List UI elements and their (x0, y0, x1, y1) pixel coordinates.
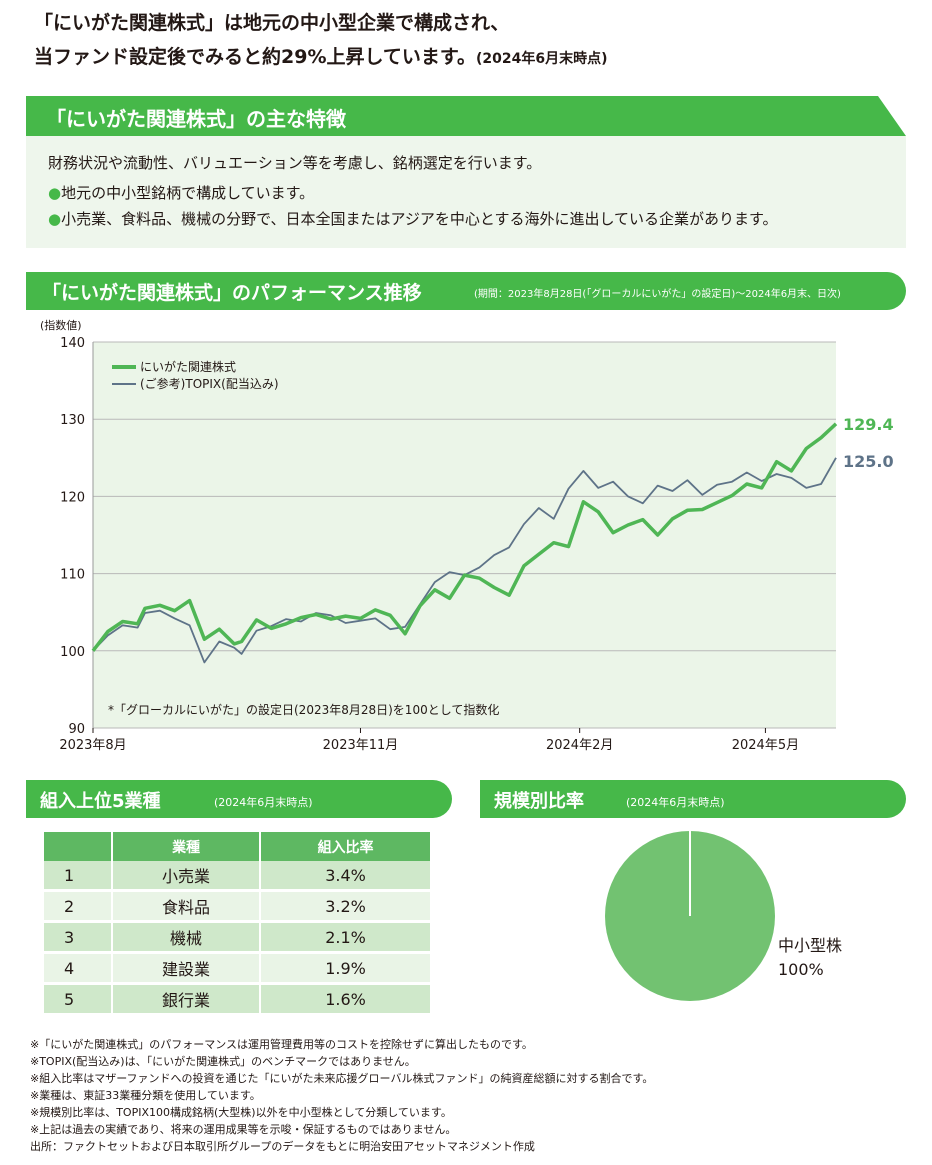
rank-cell: 2 (44, 890, 113, 923)
y-tick-label: 100 (60, 645, 85, 660)
industries-header: 組入上位5業種 (2024年6月末時点) (26, 780, 452, 818)
footnotes: ※「にいがた関連株式」のパフォーマンスは運用管理費用等のコストを控除せずに算出し… (30, 1036, 653, 1155)
footnote: ※TOPIX(配当込み)は、「にいがた関連株式」のベンチマークではありません。 (30, 1055, 416, 1068)
chart-note: *「グローカルにいがた」の設定日(2023年8月28日)を100として指数化 (108, 702, 499, 717)
industry-cell: 機械 (112, 921, 262, 954)
features-lead: 財務状況や流動性、バリュエーション等を考慮し、銘柄選定を行います。 (48, 154, 542, 172)
y-tick-label: 90 (68, 722, 85, 737)
industry-cell: 銀行業 (112, 983, 262, 1016)
y-tick-labels: 140 130 120 110 100 90 (60, 336, 85, 737)
rank-cell: 1 (44, 861, 113, 892)
header-ratio: 組入比率 (260, 832, 432, 861)
table-header-row: 業種 組入比率 (44, 832, 432, 861)
grid (92, 341, 836, 733)
footnote: ※業種は、東証33業種分類を使用しています。 (30, 1089, 261, 1102)
header-rank (44, 832, 113, 861)
x-tick-label: 2023年11月 (323, 738, 399, 753)
scale-title: 規模別比率 (494, 791, 584, 812)
bullet-icon: ● (48, 210, 62, 228)
features-bullet: ●地元の中小型銘柄で構成しています。 (48, 182, 314, 203)
footnote: 出所：ファクトセットおよび日本取引所グループのデータをもとに明治安田アセットマネ… (30, 1140, 535, 1153)
x-tick-label: 2024年5月 (732, 738, 799, 753)
x-tick-label: 2023年8月 (59, 738, 126, 753)
pie-label-name: 中小型株 (778, 936, 843, 955)
y-tick-label: 120 (60, 490, 85, 505)
scale-date-note: (2024年6月末時点) (626, 796, 725, 809)
y-tick-label: 130 (60, 413, 85, 428)
intro-text: 「にいがた関連株式」は地元の中小型企業で構成され、 当ファンド設定後でみると約2… (34, 6, 608, 76)
table-row: 3 機械 2.1% (44, 921, 432, 954)
features-bullet-text: 地元の中小型銘柄で構成しています。 (61, 184, 315, 202)
features-bullet: ●小売業、食料品、機械の分野で、日本全国またはアジアを中心とする海外に進出してい… (48, 208, 778, 229)
footnote: ※上記は過去の実績であり、将来の運用成果等を示唆・保証するものではありません。 (30, 1123, 457, 1136)
y-axis-label: (指数値) (40, 318, 82, 332)
features-header: 「にいがた関連株式」の主な特徴 (26, 96, 906, 136)
intro-line-1: 「にいがた関連株式」は地元の中小型企業で構成され、 (34, 12, 510, 34)
industry-cell: 小売業 (112, 861, 262, 892)
ratio-cell: 1.6% (260, 983, 432, 1016)
plot-area (93, 342, 836, 728)
series (91, 422, 838, 664)
features-bullet-text: 小売業、食料品、機械の分野で、日本全国またはアジアを中心とする海外に進出している… (61, 210, 778, 228)
footnote: ※規模別比率は、TOPIX100構成銘柄(大型株)以外を中小型株として分類してい… (30, 1106, 452, 1119)
y-tick-label: 110 (60, 568, 85, 583)
series-line-niigata (91, 422, 838, 652)
scale-header: 規模別比率 (2024年6月末時点) (480, 780, 906, 818)
industries-title: 組入上位5業種 (40, 791, 161, 812)
rank-cell: 5 (44, 983, 113, 1016)
performance-chart: 140 130 120 110 100 90 2023年8月 2023年11月 2024年2月… (40, 318, 894, 753)
table-row: 2 食料品 3.2% (44, 890, 432, 923)
x-tick-labels: 2023年8月 2023年11月 2024年2月 2024年5月 (59, 738, 799, 753)
y-tick-label: 140 (60, 336, 85, 351)
header-industry: 業種 (112, 832, 262, 861)
industries-date-note: (2024年6月末時点) (214, 796, 313, 809)
ratio-cell: 1.9% (260, 952, 432, 985)
industry-cell: 食料品 (112, 890, 262, 923)
bullet-icon: ● (48, 184, 62, 202)
footnote: ※「にいがた関連株式」のパフォーマンスは運用管理費用等のコストを控除せずに算出し… (30, 1038, 533, 1051)
x-tick-label: 2024年2月 (546, 738, 613, 753)
intro-line-2-text: 当ファンド設定後でみると約29%上昇しています。 (34, 46, 477, 68)
table-row: 5 銀行業 1.6% (44, 983, 432, 1016)
intro-date-note: (2024年6月末時点) (476, 51, 608, 67)
table-row: 4 建設業 1.9% (44, 952, 432, 985)
rank-cell: 3 (44, 921, 113, 954)
series-line-topix (92, 457, 837, 664)
industries-table: 業種 組入比率 1 小売業 3.4% 2 食料品 3.2% 3 機械 2.1% … (44, 832, 432, 1016)
ratio-cell: 3.4% (260, 861, 432, 892)
legend-label-topix: (ご参考)TOPIX(配当込み) (140, 376, 279, 391)
ratio-cell: 2.1% (260, 921, 432, 954)
performance-header: 「にいがた関連株式」のパフォーマンス推移 (期間：2023年8月28日(「グロー… (26, 272, 906, 310)
performance-title: 「にいがた関連株式」のパフォーマンス推移 (42, 282, 422, 304)
legend-label-niigata: にいがた関連株式 (140, 359, 236, 374)
end-label-topix: 125.0 (843, 452, 894, 471)
scale-pie-chart (605, 831, 775, 1001)
end-label-niigata: 129.4 (843, 415, 894, 434)
pie-label-value: 100% (778, 960, 824, 979)
intro-line-2: 当ファンド設定後でみると約29%上昇しています。(2024年6月末時点) (34, 40, 608, 76)
ratio-cell: 3.2% (260, 890, 432, 923)
pie-label: 中小型株 100% (778, 934, 842, 982)
industry-cell: 建設業 (112, 952, 262, 985)
rank-cell: 4 (44, 952, 113, 985)
features-title: 「にいがた関連株式」の主な特徴 (46, 107, 346, 131)
footnote: ※組入比率はマザーファンドへの投資を通じた「にいがた未来応援グローバル株式ファン… (30, 1072, 654, 1085)
table-row: 1 小売業 3.4% (44, 861, 432, 892)
performance-subtitle: (期間：2023年8月28日(「グローカルにいがた」の設定日)～2024年6月末… (474, 289, 841, 300)
features-body: 財務状況や流動性、バリュエーション等を考慮し、銘柄選定を行います。 ●地元の中小… (26, 136, 906, 248)
